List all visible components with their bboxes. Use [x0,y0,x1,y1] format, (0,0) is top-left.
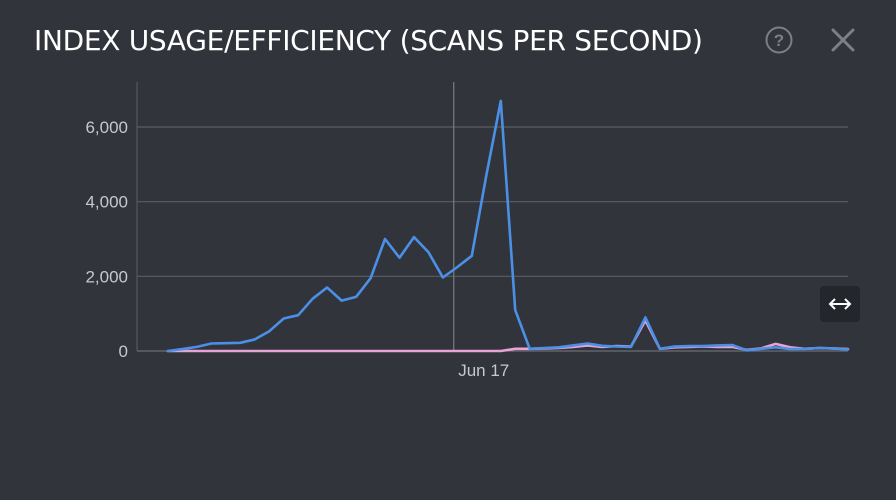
close-icon[interactable] [828,28,858,54]
y-tick-label: 0 [119,342,128,361]
series-line-1 [166,319,850,353]
panel-title: INDEX USAGE/EFFICIENCY (SCANS PER SECOND… [34,24,703,57]
y-tick-label: 6,000 [85,118,128,137]
x-tick-label: Jun 17 [458,361,509,380]
y-tick-label: 2,000 [85,267,128,286]
help-icon[interactable]: ? [764,25,794,55]
horizontal-resize-arrows-icon [828,298,852,310]
series-line-0 [166,99,850,353]
resize-button[interactable] [820,286,860,322]
y-tick-label: 4,000 [85,193,128,212]
svg-text:?: ? [774,31,784,50]
